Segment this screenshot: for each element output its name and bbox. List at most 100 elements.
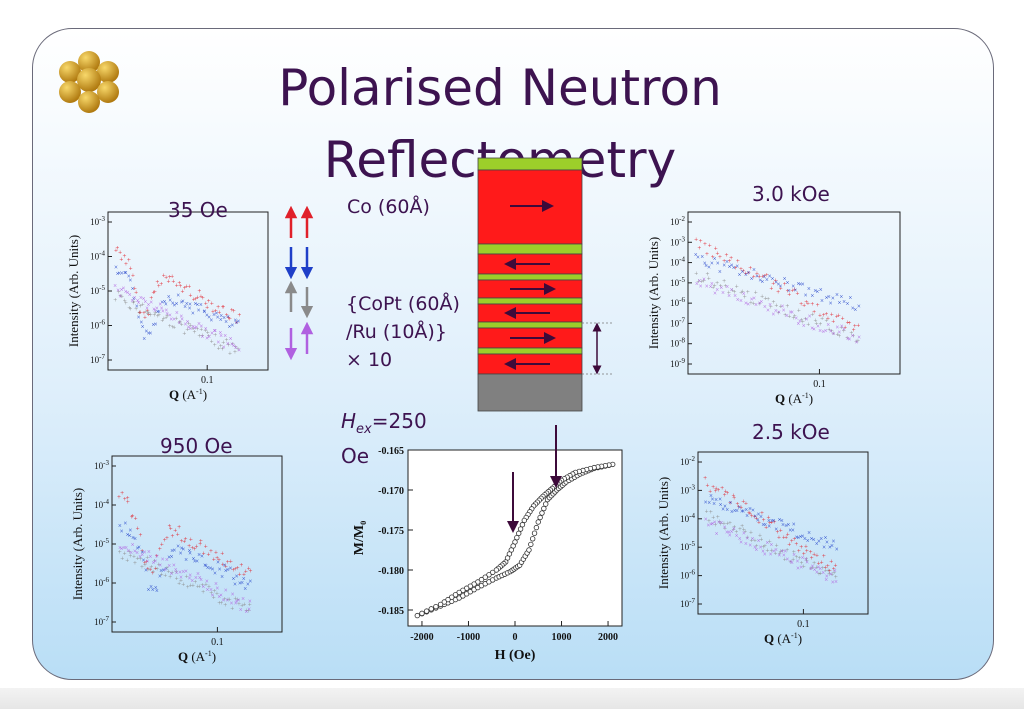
- data-point: +: [146, 309, 150, 317]
- data-point: +: [851, 332, 855, 340]
- data-point: ×: [755, 272, 759, 280]
- data-point: +: [737, 503, 741, 511]
- loop-point: [493, 567, 500, 573]
- loop-point: [528, 541, 534, 548]
- data-point: ×: [230, 321, 234, 329]
- data-point: ×: [813, 566, 817, 574]
- data-point: ×: [207, 314, 211, 322]
- data-point: ×: [833, 567, 837, 575]
- data-point: +: [766, 295, 770, 303]
- data-point: +: [220, 345, 224, 353]
- y-axis-label: Intensity (Arb. Units): [656, 477, 671, 589]
- data-point: +: [156, 312, 160, 320]
- data-point: ×: [223, 332, 227, 340]
- loop-point: [423, 608, 430, 614]
- data-point: ×: [824, 576, 828, 584]
- data-point: +: [757, 519, 761, 527]
- data-point: ×: [804, 292, 808, 300]
- data-point: +: [221, 338, 225, 346]
- data-point: ×: [208, 565, 212, 573]
- data-point: ×: [744, 540, 748, 548]
- data-point: ×: [757, 537, 761, 545]
- y-tick-label: 10-4: [90, 250, 105, 262]
- data-point: +: [174, 314, 178, 322]
- data-point: +: [824, 564, 828, 572]
- data-point: ×: [229, 599, 233, 607]
- data-point: ×: [772, 548, 776, 556]
- data-point: ×: [126, 289, 130, 297]
- data-point: ×: [774, 546, 778, 554]
- data-point: ×: [713, 518, 717, 526]
- data-point: ×: [188, 547, 192, 555]
- data-point: ×: [741, 507, 745, 515]
- data-point: +: [753, 537, 757, 545]
- data-point: +: [828, 567, 832, 575]
- data-point: ×: [825, 539, 829, 547]
- data-point: +: [771, 298, 775, 306]
- data-point: +: [835, 312, 839, 320]
- data-point: ×: [744, 506, 748, 514]
- y-tick-label: 10-2: [680, 455, 695, 467]
- data-point: +: [804, 555, 808, 563]
- data-point: ×: [769, 541, 773, 549]
- data-point: ×: [157, 308, 161, 316]
- y-axis-label: Intensity (Arb. Units): [646, 237, 661, 349]
- data-point: ×: [759, 513, 763, 521]
- data-point: ×: [750, 296, 754, 304]
- data-point: +: [163, 571, 167, 579]
- x-tick-label: 1000: [552, 632, 572, 643]
- data-point: +: [202, 550, 206, 558]
- y-tick-label: 10-5: [680, 540, 695, 552]
- data-point: +: [740, 522, 744, 530]
- y-tick-label: 10-5: [670, 276, 685, 288]
- data-point: ×: [169, 316, 173, 324]
- data-point: +: [755, 270, 759, 278]
- data-point: +: [770, 519, 774, 527]
- data-point: ×: [796, 558, 800, 566]
- field-label-950oe: 950 Oe: [160, 434, 233, 458]
- x-axis-label: Q (A-1): [764, 631, 802, 646]
- x-tick-label: 0.1: [211, 637, 224, 648]
- data-point: ×: [776, 280, 780, 288]
- data-point: ×: [196, 570, 200, 578]
- y-tick-label: 10-7: [680, 597, 695, 609]
- data-point: ×: [857, 302, 861, 310]
- data-point: +: [787, 541, 791, 549]
- data-point: ×: [730, 528, 734, 536]
- data-point: ×: [230, 341, 234, 349]
- data-point: +: [212, 587, 216, 595]
- data-point: +: [722, 520, 726, 528]
- data-point: +: [133, 559, 137, 567]
- data-point: ×: [229, 335, 233, 343]
- data-point: ×: [793, 286, 797, 294]
- data-point: +: [734, 528, 738, 536]
- data-point: ×: [199, 301, 203, 309]
- data-point: +: [169, 525, 173, 533]
- data-point: ×: [118, 522, 122, 530]
- data-point: +: [200, 331, 204, 339]
- data-point: ×: [131, 534, 135, 542]
- data-point: +: [722, 277, 726, 285]
- data-point: +: [732, 523, 736, 531]
- data-point: ×: [772, 517, 776, 525]
- loop-point: [541, 505, 547, 512]
- data-point: ×: [822, 543, 826, 551]
- data-point: ×: [802, 322, 806, 330]
- data-point: ×: [206, 564, 210, 572]
- data-point: +: [175, 574, 179, 582]
- data-point: +: [146, 307, 150, 315]
- data-point: ×: [810, 292, 814, 300]
- data-point: ×: [754, 301, 758, 309]
- loop-point: [419, 610, 425, 617]
- data-point: ×: [756, 517, 760, 525]
- data-point: +: [163, 536, 167, 544]
- data-point: +: [802, 550, 806, 558]
- data-point: +: [752, 273, 756, 281]
- data-point: ×: [240, 579, 244, 587]
- data-point: ×: [804, 556, 808, 564]
- data-point: +: [147, 309, 151, 317]
- data-point: +: [802, 302, 806, 310]
- data-point: ×: [715, 530, 719, 538]
- data-point: ×: [193, 558, 197, 566]
- data-point: +: [799, 300, 803, 308]
